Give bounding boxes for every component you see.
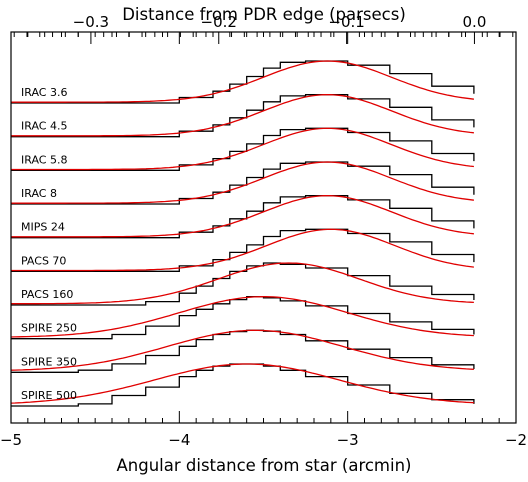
series-spire-350: SPIRE 350 — [10, 329, 475, 373]
series-spire-500: SPIRE 500 — [10, 363, 475, 407]
profile-step-line — [11, 363, 475, 407]
profile-step-line — [11, 94, 475, 138]
top-axis: −0.3 −0.2 −0.1 0.0 — [13, 13, 514, 44]
profile-step-line — [11, 296, 475, 340]
gaussian-fit-line — [10, 329, 474, 371]
gaussian-fit-line — [11, 60, 474, 103]
band-label: IRAC 4.5 — [21, 120, 67, 133]
top-tick-label: −0.1 — [328, 13, 364, 31]
gaussian-fit-line — [11, 127, 474, 171]
series-pacs-70: PACS 70 — [11, 228, 475, 272]
bottom-tick-label: −2 — [505, 431, 527, 449]
bottom-tick-label: −3 — [337, 431, 359, 449]
series-spire-250: SPIRE 250 — [10, 296, 475, 340]
band-label: MIPS 24 — [21, 221, 65, 234]
band-label: PACS 70 — [21, 254, 66, 267]
plot-frame — [10, 31, 517, 424]
top-tick-label: −0.3 — [73, 13, 109, 31]
gaussian-fit-line — [11, 195, 474, 238]
series-irac-3-6: IRAC 3.6 — [11, 60, 475, 104]
profile-step-line — [11, 228, 475, 272]
band-label: SPIRE 350 — [21, 355, 77, 368]
gaussian-fit-line — [11, 228, 474, 272]
profile-step-line — [11, 60, 475, 104]
band-label: IRAC 5.8 — [21, 153, 67, 166]
profile-step-line — [11, 127, 475, 171]
series-irac-5-8: IRAC 5.8 — [11, 127, 475, 171]
band-label: PACS 160 — [21, 288, 73, 301]
profile-step-line — [11, 161, 475, 205]
series-irac-4-5: IRAC 4.5 — [11, 94, 475, 138]
series-pacs-160: PACS 160 — [11, 262, 475, 306]
gaussian-fit-line — [11, 262, 474, 305]
bottom-axis: −5 −4 −3 −2 — [0, 32, 527, 449]
band-label: IRAC 8 — [21, 187, 57, 200]
band-label: SPIRE 500 — [21, 389, 77, 402]
gaussian-fit-line — [11, 94, 474, 137]
series-mips-24: MIPS 24 — [11, 195, 475, 239]
band-label: SPIRE 250 — [21, 322, 77, 335]
top-tick-label: −0.2 — [201, 13, 237, 31]
gaussian-fit-line — [11, 161, 474, 204]
gaussian-fit-line — [10, 296, 474, 338]
bottom-tick-label: −4 — [168, 431, 190, 449]
profile-step-line — [11, 262, 475, 306]
bottom-axis-title: Angular distance from star (arcmin) — [116, 456, 411, 475]
series-layer: IRAC 3.6 IRAC 4.5 IRAC 5.8 IRAC 8 MIPS 24 PAC… — [10, 60, 475, 407]
gaussian-fit-line — [10, 363, 474, 404]
series-irac-8: IRAC 8 — [11, 161, 475, 205]
top-axis-title: Distance from PDR edge (parsecs) — [122, 5, 406, 24]
bottom-tick-label: −5 — [0, 431, 22, 449]
top-tick-label: 0.0 — [463, 13, 487, 31]
band-label: IRAC 3.6 — [21, 86, 67, 99]
profile-step-line — [11, 195, 475, 239]
